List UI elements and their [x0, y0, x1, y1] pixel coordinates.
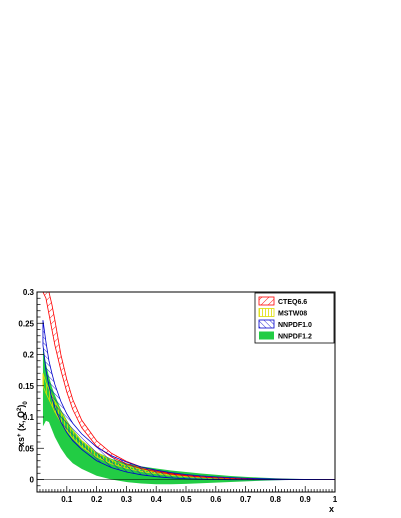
axes-layer: 0.1 0.2 0.3 0.4 0.5 0.6 0.7 0.8 0.9 1 0 0.05 0.1 0.15…: [18, 288, 337, 504]
legend-label-nnpdf1-0: NNPDF1.0: [278, 322, 312, 329]
y-tick-label: 0.05: [18, 444, 34, 453]
x-tick-label: 0.1: [61, 495, 73, 504]
legend: CTEQ6.6 MSTW08 NNPDF1.0 NNPDF1.2: [254, 292, 335, 344]
x-tick-label: 0.3: [121, 495, 133, 504]
y-tick-label: 0: [30, 476, 35, 485]
legend-swatch-nnpdf1-0: [258, 319, 275, 329]
legend-swatch-mstw08: [258, 308, 275, 317]
x-tick-label: 0.2: [91, 495, 103, 504]
x-tick-label: 0.4: [151, 495, 163, 504]
x-tick-label: 0.8: [270, 495, 282, 504]
band-cteq6-6: [42, 291, 335, 480]
x-tick-label: 1: [333, 495, 338, 504]
y-tick-label: 0.2: [23, 351, 35, 360]
legend-swatch-nnpdf1-2: [259, 331, 274, 340]
band-nnpdf1-2: [42, 345, 336, 485]
x-tick-label: 0.7: [240, 495, 252, 504]
legend-label-cteq6-6: CTEQ6.6: [278, 299, 307, 306]
x-tick-label: 0.5: [180, 495, 192, 504]
legend-label-mstw08: MSTW08: [278, 311, 307, 318]
x-axis-title: x: [329, 504, 334, 514]
y-tick-label: 0.3: [23, 288, 35, 297]
x-tick-label: 0.9: [300, 495, 312, 504]
legend-label-nnpdf1-2: NNPDF1.2: [278, 334, 312, 341]
y-tick-label: 0.15: [18, 382, 34, 391]
y-axis-title: xs+ (x, Q2)0: [16, 401, 29, 447]
y-tick-label: 0.1: [23, 413, 35, 422]
x-tick-label: 0.6: [210, 495, 222, 504]
legend-swatch-cteq6-6: [258, 296, 275, 306]
y-tick-label: 0.25: [18, 319, 34, 328]
